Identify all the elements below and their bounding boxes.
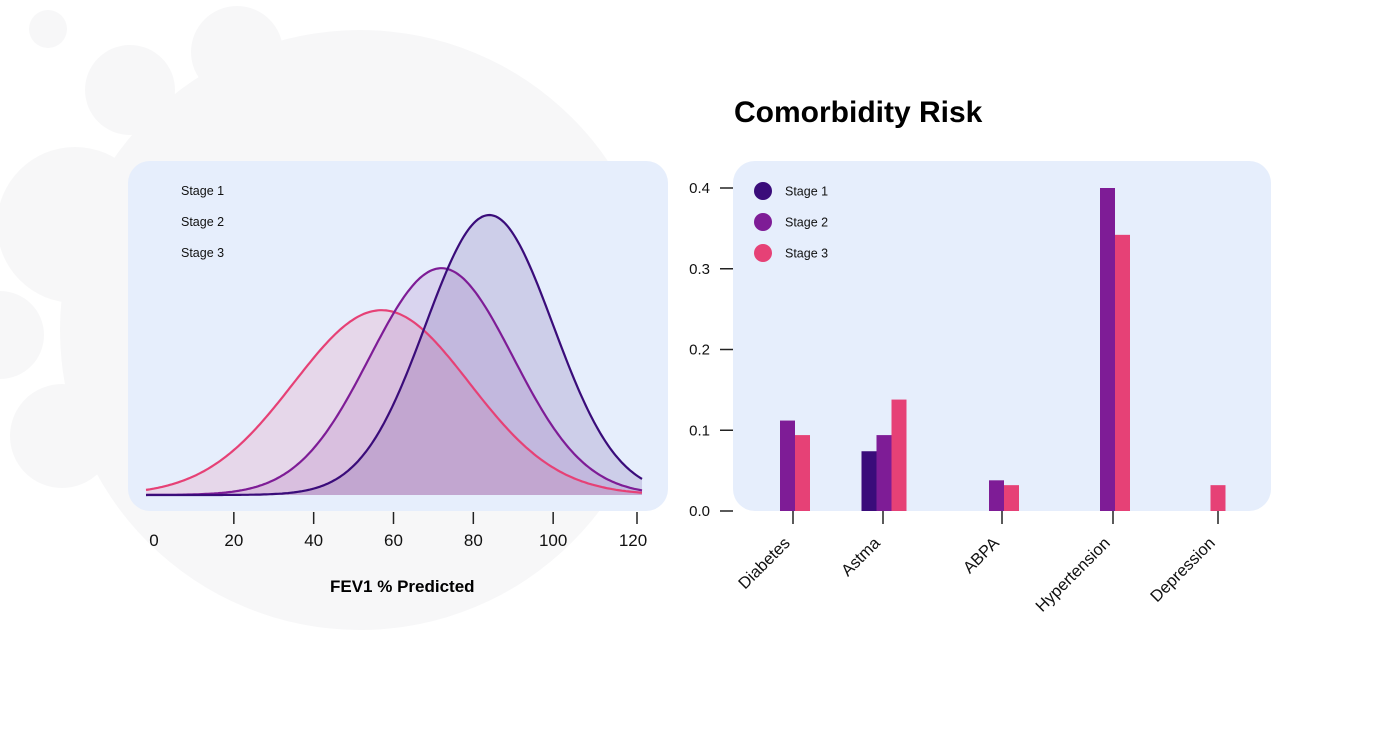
category-label-diabetes: Diabetes <box>735 534 794 593</box>
background-blob <box>191 6 283 98</box>
x-tick-label: 20 <box>224 531 243 550</box>
fev1-x-axis-label: FEV1 % Predicted <box>330 577 475 596</box>
x-tick-label: 0 <box>149 531 158 550</box>
legend-label-stage-2: Stage 2 <box>181 215 224 229</box>
bar-diabetes-stage-2 <box>780 420 795 511</box>
bar-astma-stage-1 <box>861 451 877 511</box>
distribution-line-stage-2 <box>145 267 643 497</box>
legend-label-stage-1: Stage 1 <box>785 185 828 199</box>
background-blob <box>10 384 114 488</box>
x-tick-label: 100 <box>539 531 567 550</box>
distribution-line-stage-1 <box>146 213 643 497</box>
x-tick-label: 40 <box>304 531 323 550</box>
distribution-area-stage-1 <box>146 215 642 495</box>
bar-abpa-stage-2 <box>989 480 1004 511</box>
comorbidity-bar-chart: 0.0 0.1 0.2 0.3 0.4 Diabetes Astma ABPA Hyperte… <box>689 180 1226 616</box>
bar-abpa-stage-3 <box>1004 485 1019 511</box>
background-blob <box>29 10 67 48</box>
legend-dot-stage-1 <box>754 182 772 200</box>
legend-label-stage-2: Stage 2 <box>785 216 828 230</box>
risk-y-axis: 0.0 0.1 0.2 0.3 0.4 <box>689 180 733 520</box>
legend-label-stage-1: Stage 1 <box>181 184 224 198</box>
category-label-hypertension: Hypertension <box>1032 534 1113 615</box>
bar-depression-stage-3 <box>1210 485 1226 511</box>
bar-hypertension-stage-2 <box>1100 188 1115 511</box>
fev1-legend: Stage 1 Stage 2 Stage 3 <box>181 184 224 260</box>
risk-bars <box>780 188 1226 511</box>
distribution-lines <box>145 213 643 497</box>
fev1-distribution-chart: 0 20 40 60 80 100 120 Stage 1 Stage 2 Stage 3 <box>145 184 647 550</box>
comorbidity-chart-panel <box>733 161 1271 511</box>
category-label-abpa: ABPA <box>960 534 1003 577</box>
y-tick-label: 0.0 <box>689 503 710 520</box>
chart-title: Comorbidity Risk <box>734 96 983 129</box>
background-blob <box>0 147 153 303</box>
fev1-chart-panel <box>128 161 668 511</box>
x-tick-label: 80 <box>464 531 483 550</box>
category-label-depression: Depression <box>1147 534 1219 606</box>
fev1-x-axis: 0 20 40 60 80 100 120 <box>149 512 647 550</box>
y-tick-label: 0.4 <box>689 180 710 197</box>
legend-label-stage-3: Stage 3 <box>785 247 828 261</box>
legend-dot-stage-2 <box>754 213 772 231</box>
y-tick-label: 0.3 <box>689 261 710 278</box>
comorbidity-x-axis: Diabetes Astma ABPA Hypertension Depression <box>735 511 1219 616</box>
bar-hypertension-stage-3 <box>1115 234 1130 511</box>
category-label-astma: Astma <box>838 534 884 580</box>
background-blob <box>85 45 175 135</box>
legend-label-stage-3: Stage 3 <box>181 246 224 260</box>
bar-diabetes-stage-3 <box>795 435 810 511</box>
x-tick-label: 120 <box>619 531 647 550</box>
y-tick-label: 0.1 <box>689 422 710 439</box>
background-blob <box>0 291 44 379</box>
comorbidity-legend: Stage 1 Stage 2 Stage 3 <box>754 182 828 262</box>
bar-astma-stage-3 <box>891 399 907 511</box>
legend-dot-stage-3 <box>754 244 772 262</box>
bar-astma-stage-2 <box>876 435 892 511</box>
y-tick-label: 0.2 <box>689 342 710 359</box>
x-tick-label: 60 <box>384 531 403 550</box>
